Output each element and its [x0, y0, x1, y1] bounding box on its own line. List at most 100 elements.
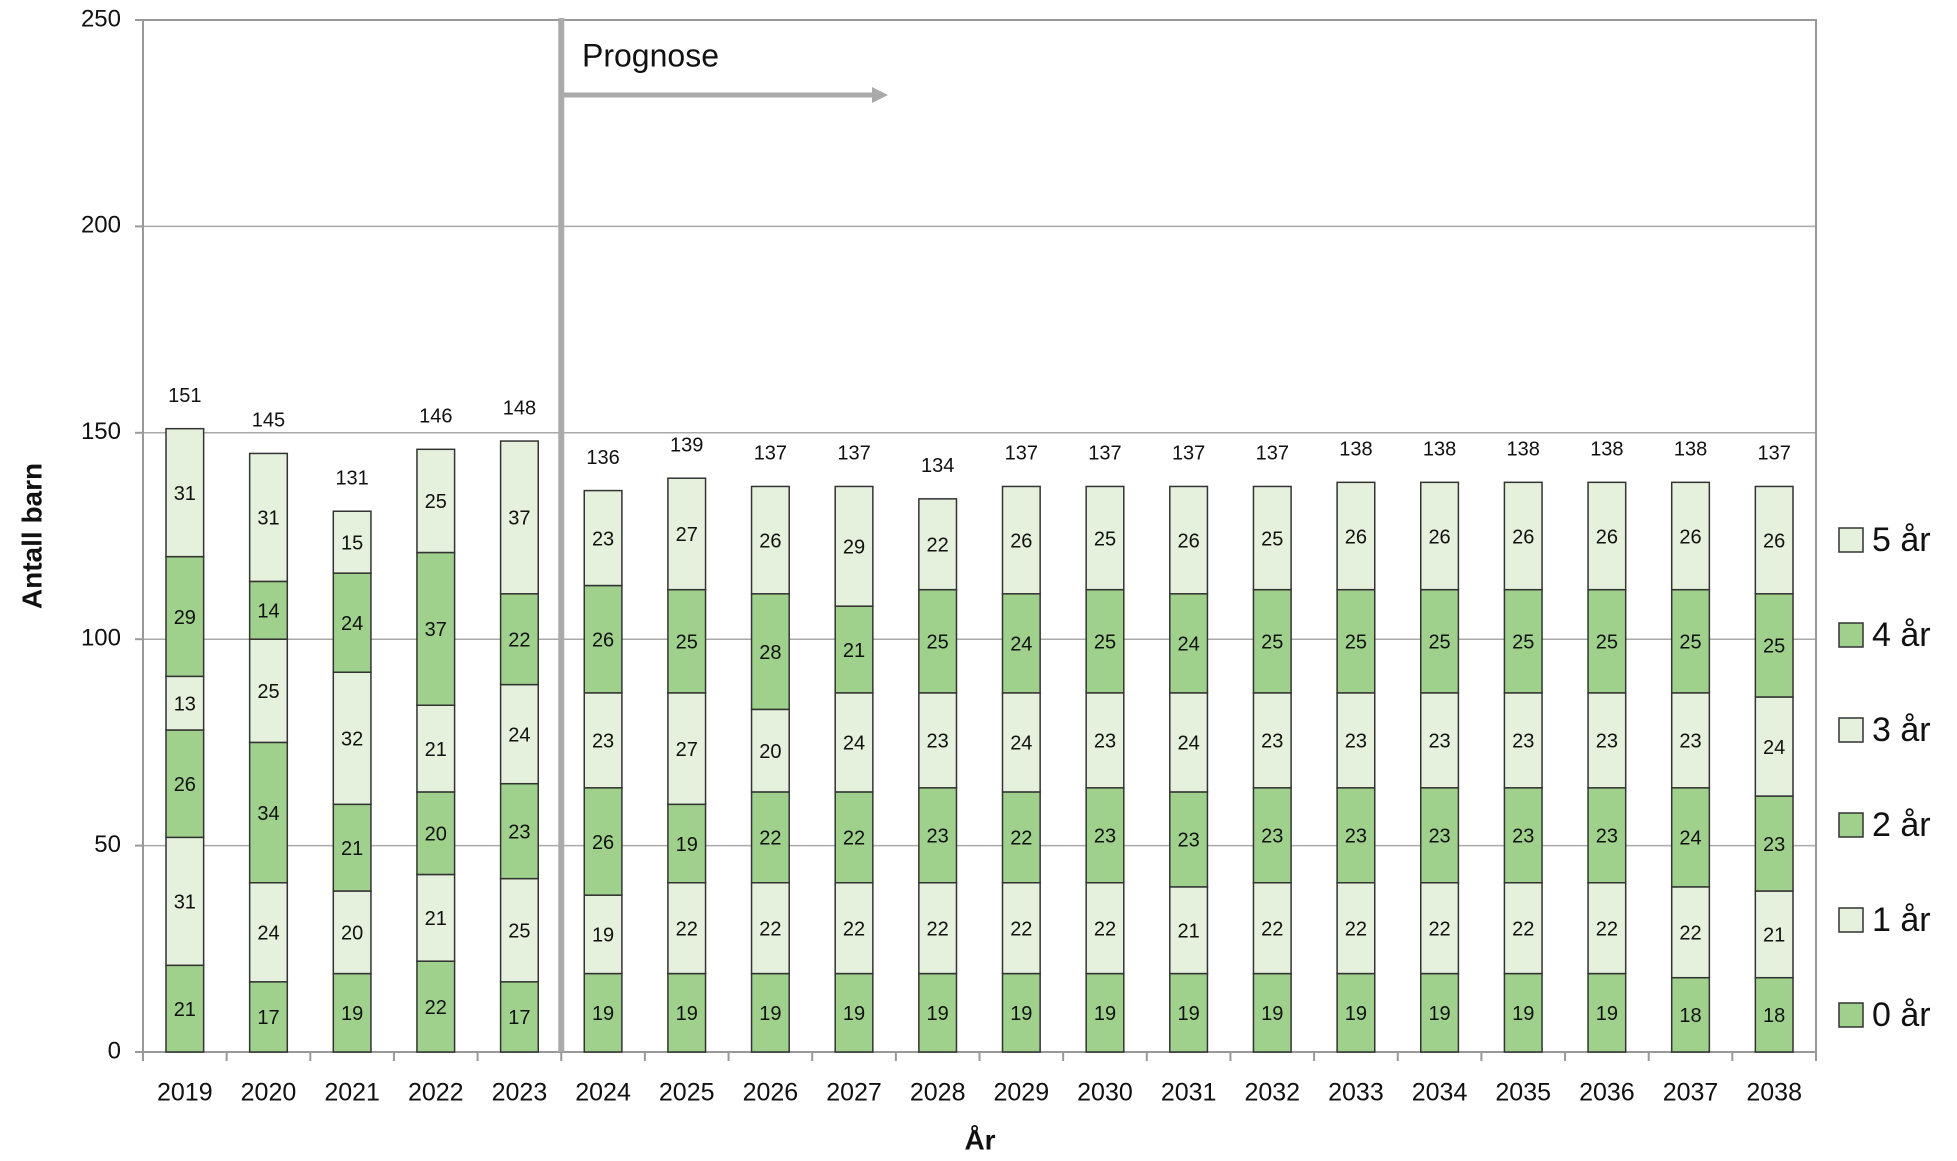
data-label: 25: [1094, 632, 1116, 654]
data-label: 25: [1428, 632, 1450, 654]
x-tick-label: 2037: [1663, 1079, 1719, 1107]
bar-segment: [667, 972, 707, 1053]
data-label: 26: [592, 832, 614, 854]
data-label: 37: [508, 508, 530, 530]
data-label: 18: [1679, 1005, 1701, 1027]
data-label: 24: [843, 733, 865, 755]
data-label: 23: [1596, 826, 1618, 848]
y-tick-label: 100: [81, 625, 121, 652]
bar-segment: [1252, 588, 1292, 694]
data-label: 19: [592, 1003, 614, 1025]
bar-segment: [750, 882, 790, 975]
data-label: 34: [257, 803, 279, 825]
data-label: 25: [508, 921, 530, 943]
bar-segment: [499, 683, 539, 785]
data-label: 23: [1178, 830, 1200, 852]
bar-segment: [416, 448, 456, 554]
bar-segment: [667, 803, 707, 884]
bar-segment: [1001, 882, 1041, 975]
data-label: 22: [676, 918, 698, 940]
data-label: 19: [341, 1003, 363, 1025]
data-label: 31: [174, 483, 196, 505]
bar-segment: [834, 791, 874, 884]
data-label: 19: [1512, 1003, 1534, 1025]
x-tick-label: 2022: [408, 1079, 464, 1107]
annotation: Prognose: [582, 37, 719, 73]
bar-segment: [332, 671, 372, 806]
bar-segment: [332, 572, 372, 673]
legend-label: 3 år: [1872, 711, 1931, 749]
bar-segment: [918, 787, 958, 884]
bar-segment: [750, 791, 790, 884]
bar-segment: [165, 729, 205, 839]
bar-segment: [750, 485, 790, 595]
bar-segment: [1587, 588, 1627, 694]
data-label: 23: [1345, 826, 1367, 848]
data-label: 21: [1763, 925, 1785, 947]
bar-segment: [1754, 976, 1794, 1053]
bar-segment: [1252, 485, 1292, 591]
data-label: 21: [425, 908, 447, 930]
data-label: 21: [341, 838, 363, 860]
x-tick-label: 2020: [241, 1079, 297, 1107]
bar-segment: [1420, 481, 1460, 591]
data-label: 23: [1261, 826, 1283, 848]
bar-segment: [1001, 485, 1041, 595]
data-label: 23: [1679, 731, 1701, 753]
bar-segment: [834, 485, 874, 607]
x-tick-label: 2027: [826, 1079, 882, 1107]
data-label: 25: [1763, 636, 1785, 658]
data-label: 20: [341, 923, 363, 945]
total-label: 146: [419, 406, 452, 428]
bar-segment: [1587, 481, 1627, 591]
data-label: 19: [1010, 1003, 1032, 1025]
total-label: 138: [1674, 439, 1707, 461]
bar-segment: [1754, 485, 1794, 595]
bar-segment: [165, 555, 205, 678]
x-tick-label: 2023: [492, 1079, 548, 1107]
data-label: 23: [1596, 731, 1618, 753]
data-label: 24: [257, 923, 279, 945]
x-tick-label: 2021: [324, 1079, 380, 1107]
x-tick-label: 2019: [157, 1079, 213, 1107]
bar-segment: [1252, 972, 1292, 1053]
legend-label: 4 år: [1872, 616, 1931, 654]
data-label: 23: [1261, 731, 1283, 753]
bar-segment: [1420, 692, 1460, 789]
data-label: 19: [843, 1003, 865, 1025]
data-label: 22: [1094, 918, 1116, 940]
data-label: 23: [1763, 834, 1785, 856]
grid: [143, 19, 1816, 1053]
bar-segment: [834, 882, 874, 975]
data-label: 22: [1428, 918, 1450, 940]
bar-segment: [1754, 890, 1794, 979]
x-tick-label: 2038: [1746, 1079, 1802, 1107]
bar-segment: [1169, 692, 1209, 793]
bar-segment: [1670, 481, 1711, 591]
legend-label: 1 år: [1872, 901, 1931, 939]
plot-border: [142, 19, 1817, 1053]
data-label: 19: [1345, 1003, 1367, 1025]
data-label: 15: [341, 532, 363, 554]
data-label: 25: [1261, 528, 1283, 550]
data-label: 22: [759, 918, 781, 940]
bar-segment: [499, 440, 539, 595]
bar-segment: [248, 981, 289, 1053]
data-label: 26: [174, 774, 196, 796]
data-label: 25: [676, 632, 698, 654]
legend-swatch: [1838, 527, 1864, 553]
bar-segment: [416, 960, 456, 1053]
data-label: 23: [1094, 731, 1116, 753]
bar-segment: [1336, 588, 1376, 694]
x-tick-label: 2025: [659, 1079, 715, 1107]
legend-label: 2 år: [1872, 806, 1931, 844]
total-label: 139: [670, 434, 703, 456]
data-label: 22: [843, 828, 865, 850]
data-label: 14: [257, 601, 279, 623]
data-label: 24: [1010, 733, 1032, 755]
data-label: 21: [174, 999, 196, 1021]
data-label: 27: [676, 524, 698, 546]
bar-segment: [1169, 886, 1209, 975]
bar-segment: [1503, 481, 1543, 591]
x-tick-label: 2030: [1077, 1079, 1133, 1107]
